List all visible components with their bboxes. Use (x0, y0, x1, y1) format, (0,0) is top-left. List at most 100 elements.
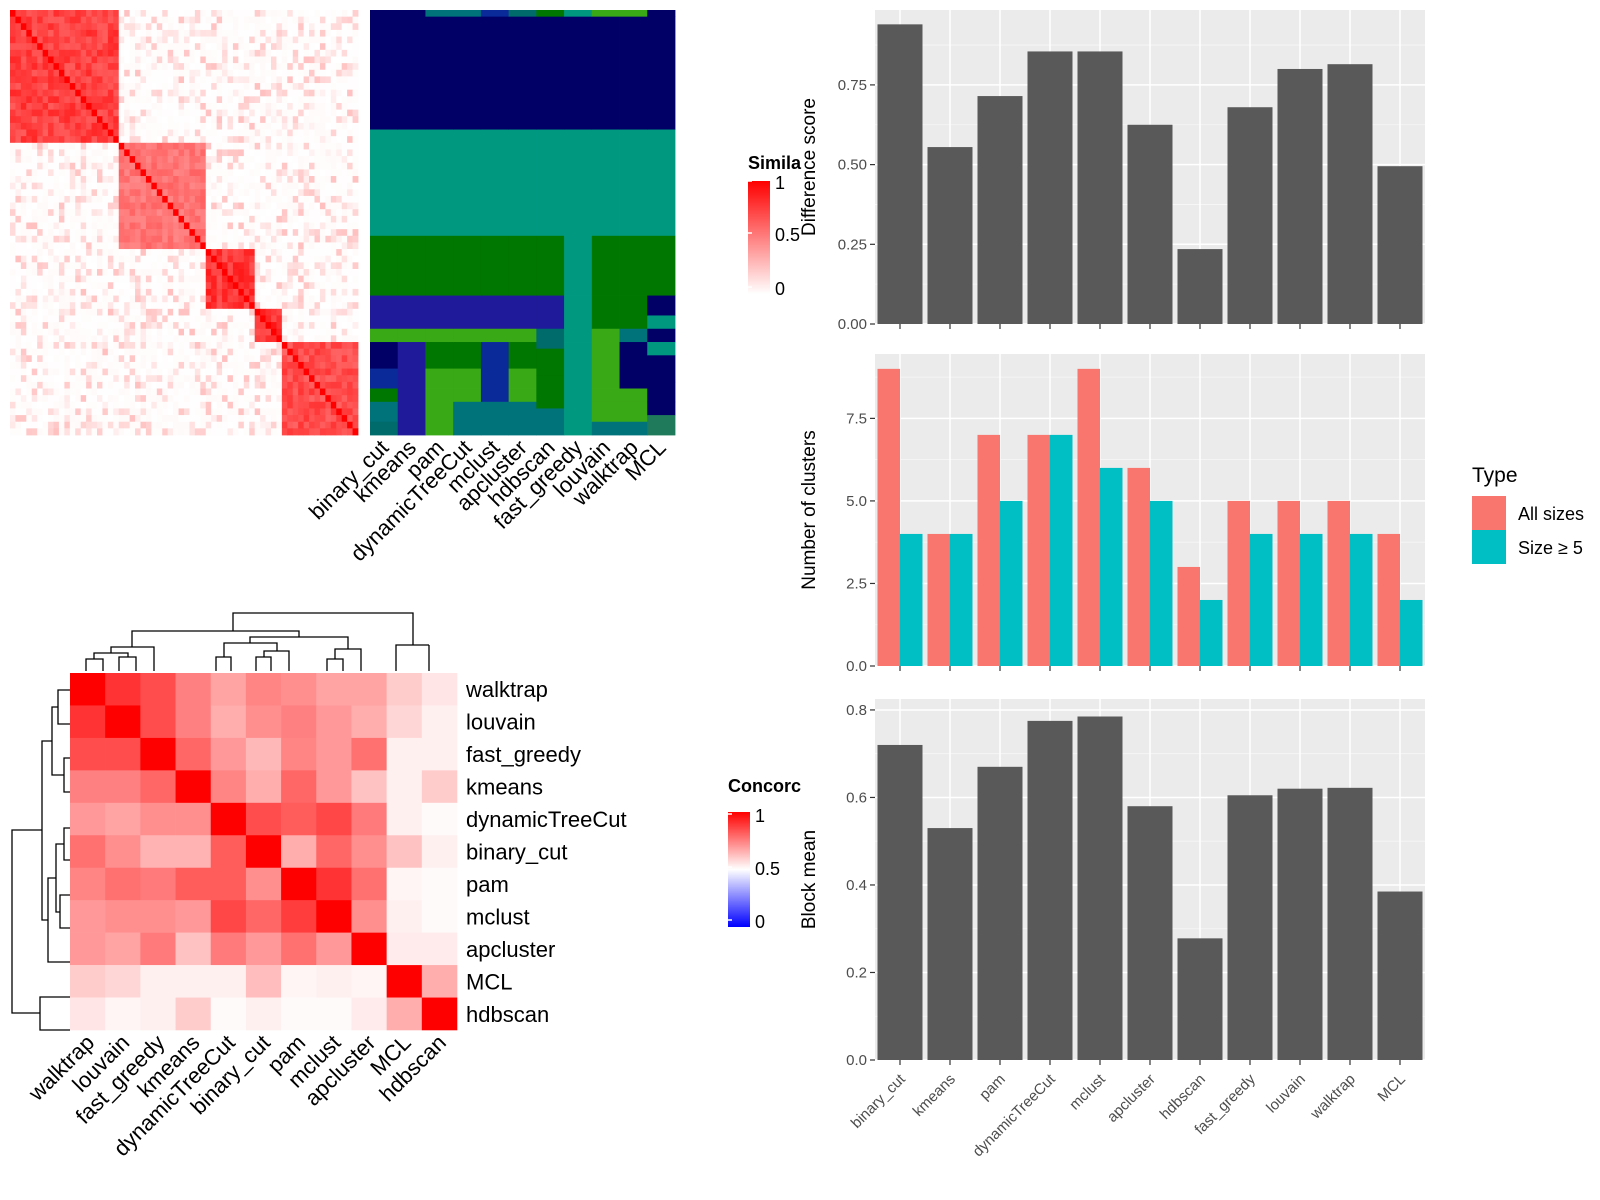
similarity-cell (42, 268, 49, 277)
similarity-cell (232, 235, 239, 243)
similarity-cell (26, 415, 33, 423)
similarity-cell (352, 361, 359, 369)
similarity-cell (140, 83, 147, 91)
similarity-cell (205, 169, 212, 177)
similarity-cell (325, 156, 332, 164)
similarity-cell (53, 162, 60, 170)
similarity-cell (107, 209, 114, 217)
similarity-legend-ticks: 10.50 (748, 173, 800, 299)
assignment-cell (453, 401, 482, 436)
similarity-cell (298, 56, 305, 64)
similarity-cell (292, 388, 299, 396)
x-tick-label: MCL (1374, 1071, 1408, 1105)
concordance-cell (140, 705, 176, 739)
similarity-cell (222, 63, 228, 71)
similarity-cell (216, 209, 223, 217)
similarity-cell (80, 348, 87, 356)
concordance-cell (140, 802, 176, 836)
similarity-cell (64, 56, 71, 64)
similarity-cell (69, 195, 76, 203)
similarity-cell (102, 235, 109, 243)
similarity-cell (42, 116, 49, 124)
similarity-cell (254, 109, 261, 117)
similarity-cell (118, 342, 125, 350)
similarity-cell (222, 222, 228, 230)
similarity-cell (15, 308, 22, 316)
similarity-cell (118, 388, 125, 396)
similarity-cell (113, 89, 120, 97)
similarity-cell (271, 282, 277, 290)
similarity-cell (162, 415, 169, 423)
concordance-cell (316, 997, 352, 1031)
similarity-cell (162, 282, 169, 290)
similarity-cell (145, 36, 152, 44)
similarity-cell (145, 83, 152, 91)
similarity-cell (260, 116, 266, 124)
similarity-cell (135, 395, 141, 403)
similarity-cell (314, 195, 321, 203)
similarity-cell (238, 16, 245, 24)
similarity-cell (189, 361, 196, 369)
similarity-cell (276, 288, 283, 296)
similarity-cell (184, 308, 190, 316)
similarity-cell (162, 381, 169, 389)
similarity-cell (352, 335, 359, 343)
similarity-cell (151, 169, 158, 177)
similarity-cell (53, 56, 60, 64)
similarity-cell (156, 162, 163, 170)
similarity-cell (260, 16, 266, 24)
similarity-cell (151, 83, 158, 91)
similarity-cell (227, 195, 234, 203)
similarity-cell (184, 63, 190, 71)
similarity-cell (184, 381, 190, 389)
similarity-cell (156, 56, 163, 64)
similarity-cell (227, 288, 234, 296)
similarity-cell (140, 116, 147, 124)
similarity-cell (48, 149, 54, 157)
assignment-cell (508, 10, 537, 18)
similarity-cell (303, 142, 310, 150)
similarity-cell (298, 43, 305, 51)
similarity-cell (319, 89, 326, 97)
similarity-cell (232, 408, 239, 416)
similarity-cell (58, 182, 65, 190)
similarity-cell (178, 361, 185, 369)
similarity-cell (341, 10, 348, 18)
similarity-cell (254, 388, 261, 396)
similarity-cell (140, 229, 147, 237)
similarity-cell (42, 69, 49, 77)
similarity-cell (118, 43, 125, 51)
similarity-cell (140, 255, 147, 263)
similarity-cell (37, 395, 44, 403)
similarity-cell (20, 16, 27, 24)
similarity-cell (271, 109, 277, 117)
similarity-cell (271, 368, 277, 376)
similarity-cell (347, 109, 353, 117)
similarity-cell (205, 421, 212, 429)
similarity-cell (249, 49, 256, 57)
similarity-cell (325, 215, 332, 223)
similarity-cell (15, 401, 22, 409)
similarity-cell (341, 16, 348, 24)
similarity-cell (238, 10, 245, 18)
similarity-cell (75, 288, 82, 296)
assignment-cell (508, 235, 537, 296)
similarity-cell (309, 375, 315, 383)
similarity-cell (249, 116, 256, 124)
similarity-cell (271, 401, 277, 409)
similarity-cell (232, 342, 239, 350)
similarity-cell (26, 96, 33, 104)
similarity-cell (91, 49, 98, 57)
similarity-cell (319, 381, 326, 389)
similarity-cell (48, 209, 54, 217)
similarity-cell (330, 388, 337, 396)
similarity-cell (145, 222, 152, 230)
similarity-cell (352, 348, 359, 356)
similarity-cell (124, 89, 131, 97)
similarity-cell (48, 288, 54, 296)
similarity-cell (80, 116, 87, 124)
similarity-cell (91, 56, 98, 64)
similarity-cell (303, 83, 310, 91)
x-tick-label: louvain (1263, 1071, 1309, 1117)
